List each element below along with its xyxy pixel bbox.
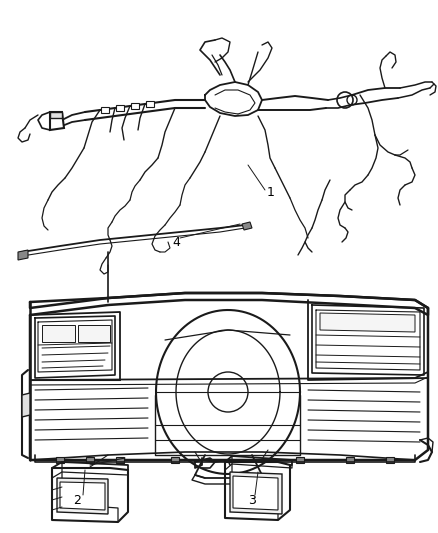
Polygon shape [101,107,109,113]
Polygon shape [230,472,282,514]
Polygon shape [131,103,139,109]
Polygon shape [57,478,108,514]
Text: 4: 4 [172,236,180,248]
Polygon shape [346,457,354,463]
Polygon shape [233,476,278,510]
Polygon shape [320,313,415,332]
Text: 2: 2 [73,494,81,506]
Text: 1: 1 [267,185,275,198]
Polygon shape [146,101,154,107]
Polygon shape [56,457,64,463]
Polygon shape [116,457,124,463]
Polygon shape [18,250,28,260]
Polygon shape [78,325,110,342]
Polygon shape [42,325,75,342]
Polygon shape [50,112,64,130]
Polygon shape [86,457,94,463]
Polygon shape [296,457,304,463]
Polygon shape [386,457,394,463]
Polygon shape [242,222,252,230]
Polygon shape [116,105,124,111]
Polygon shape [60,482,105,510]
Polygon shape [171,457,179,463]
Polygon shape [50,112,62,118]
Polygon shape [22,393,30,417]
Text: 3: 3 [248,494,256,506]
